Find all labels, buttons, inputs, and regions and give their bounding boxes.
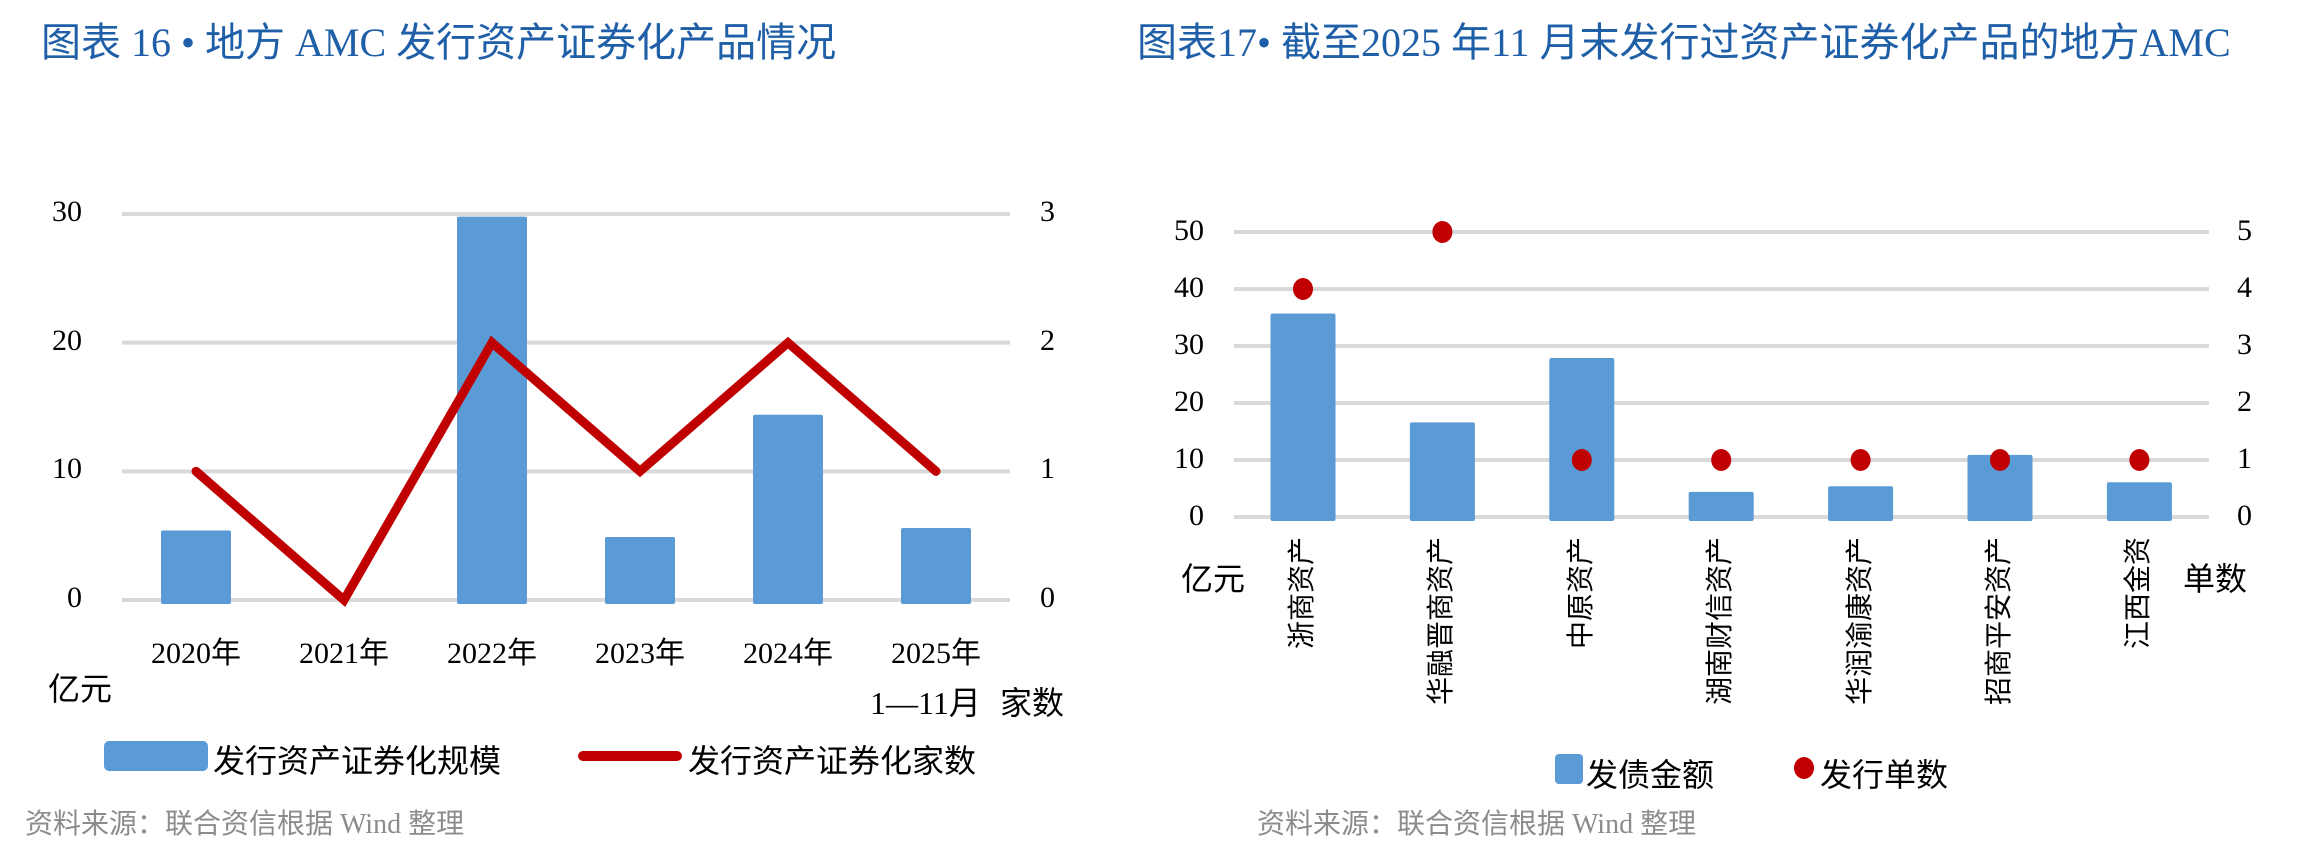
x-tick-label: 浙商资产 (1287, 537, 1318, 650)
y2-tick-label: 4 (2237, 271, 2252, 304)
count-dot (2129, 449, 2150, 471)
bar (605, 536, 675, 604)
y-tick-label: 20 (1174, 385, 1204, 418)
bar (1549, 357, 1615, 521)
legend-count-dot (1794, 757, 1814, 779)
y-tick-label: 50 (1174, 214, 1204, 247)
legend-bar-swatch (104, 741, 208, 771)
right-chart-left-unit: 亿元 (1181, 561, 1246, 597)
y-tick-label: 0 (67, 581, 82, 614)
y2-tick-label: 0 (1040, 581, 1055, 614)
source-note-left: 资料来源：联合资信根据 Wind 整理 (25, 809, 465, 840)
x-tick-label: 2025年 (891, 637, 981, 670)
bar (2106, 482, 2172, 521)
chart-16-title: 图表 16 • 地方 AMC 发行资产证券化产品情况 (41, 20, 837, 65)
legend-amount-swatch (1555, 754, 1583, 784)
x-tick-label: 2023年 (595, 637, 685, 670)
y-tick-label: 30 (1174, 328, 1204, 361)
y-tick-label: 10 (52, 452, 82, 486)
count-dot (1293, 278, 1313, 300)
bar (1828, 486, 1894, 521)
legend-line-swatch (578, 751, 682, 761)
bar (457, 216, 527, 604)
line-series (191, 335, 941, 607)
x-tick-label: 2022年 (447, 637, 537, 670)
y-tick-label: 40 (1174, 271, 1204, 304)
chart-16-plot (122, 212, 1010, 607)
x-tick-label: 2021年 (299, 637, 389, 670)
right-axis-unit: 家数 (1000, 685, 1065, 721)
count-dot (1432, 221, 1453, 243)
bar (753, 414, 823, 604)
legend-count-label: 发行单数 (1820, 757, 1949, 793)
y2-tick-label: 1 (1040, 452, 1055, 486)
y-tick-label: 10 (1174, 442, 1204, 475)
x-tick-label: 招商平安资产 (1984, 537, 2015, 706)
x-tick-label: 2024年 (743, 637, 833, 670)
legend-line-label: 发行资产证券化家数 (688, 743, 977, 779)
y-tick-label: 0 (1189, 499, 1204, 532)
bar (901, 527, 971, 604)
y2-tick-label: 0 (2237, 499, 2252, 532)
x-tick-label: 江西金资 (2123, 537, 2155, 650)
bar (1270, 313, 1336, 521)
bar (1409, 422, 1475, 521)
bar (161, 530, 231, 604)
last-category-suffix: 1—11月 (870, 685, 981, 721)
bar (1688, 491, 1754, 521)
y2-tick-label: 2 (2237, 385, 2252, 418)
bar (1967, 454, 2033, 521)
x-tick-label: 华融晋商资产 (1426, 537, 1458, 706)
count-dot (1850, 449, 1871, 471)
y2-tick-label: 5 (2237, 214, 2252, 247)
legend-amount-label: 发债金额 (1586, 757, 1715, 793)
chart-17-title: 图表17• 截至2025 年11 月末发行过资产证券化产品的地方AMC (1137, 20, 2231, 65)
legend-bar-label: 发行资产证券化规模 (213, 743, 502, 779)
y2-tick-label: 1 (2237, 442, 2252, 475)
source-note-right: 资料来源：联合资信根据 Wind 整理 (1257, 809, 1697, 840)
right-chart-right-unit: 单数 (2183, 561, 2248, 597)
count-dot (1711, 449, 1732, 471)
y2-tick-label: 3 (1040, 195, 1055, 228)
y-tick-label: 20 (52, 323, 82, 357)
y-tick-label: 30 (52, 195, 82, 228)
x-tick-label: 2020年 (151, 637, 241, 670)
count-dot (1990, 449, 2010, 471)
y2-tick-label: 2 (1040, 323, 1055, 357)
left-axis-unit: 亿元 (48, 671, 113, 707)
count-dot (1571, 449, 1592, 471)
y2-tick-label: 3 (2237, 328, 2252, 361)
